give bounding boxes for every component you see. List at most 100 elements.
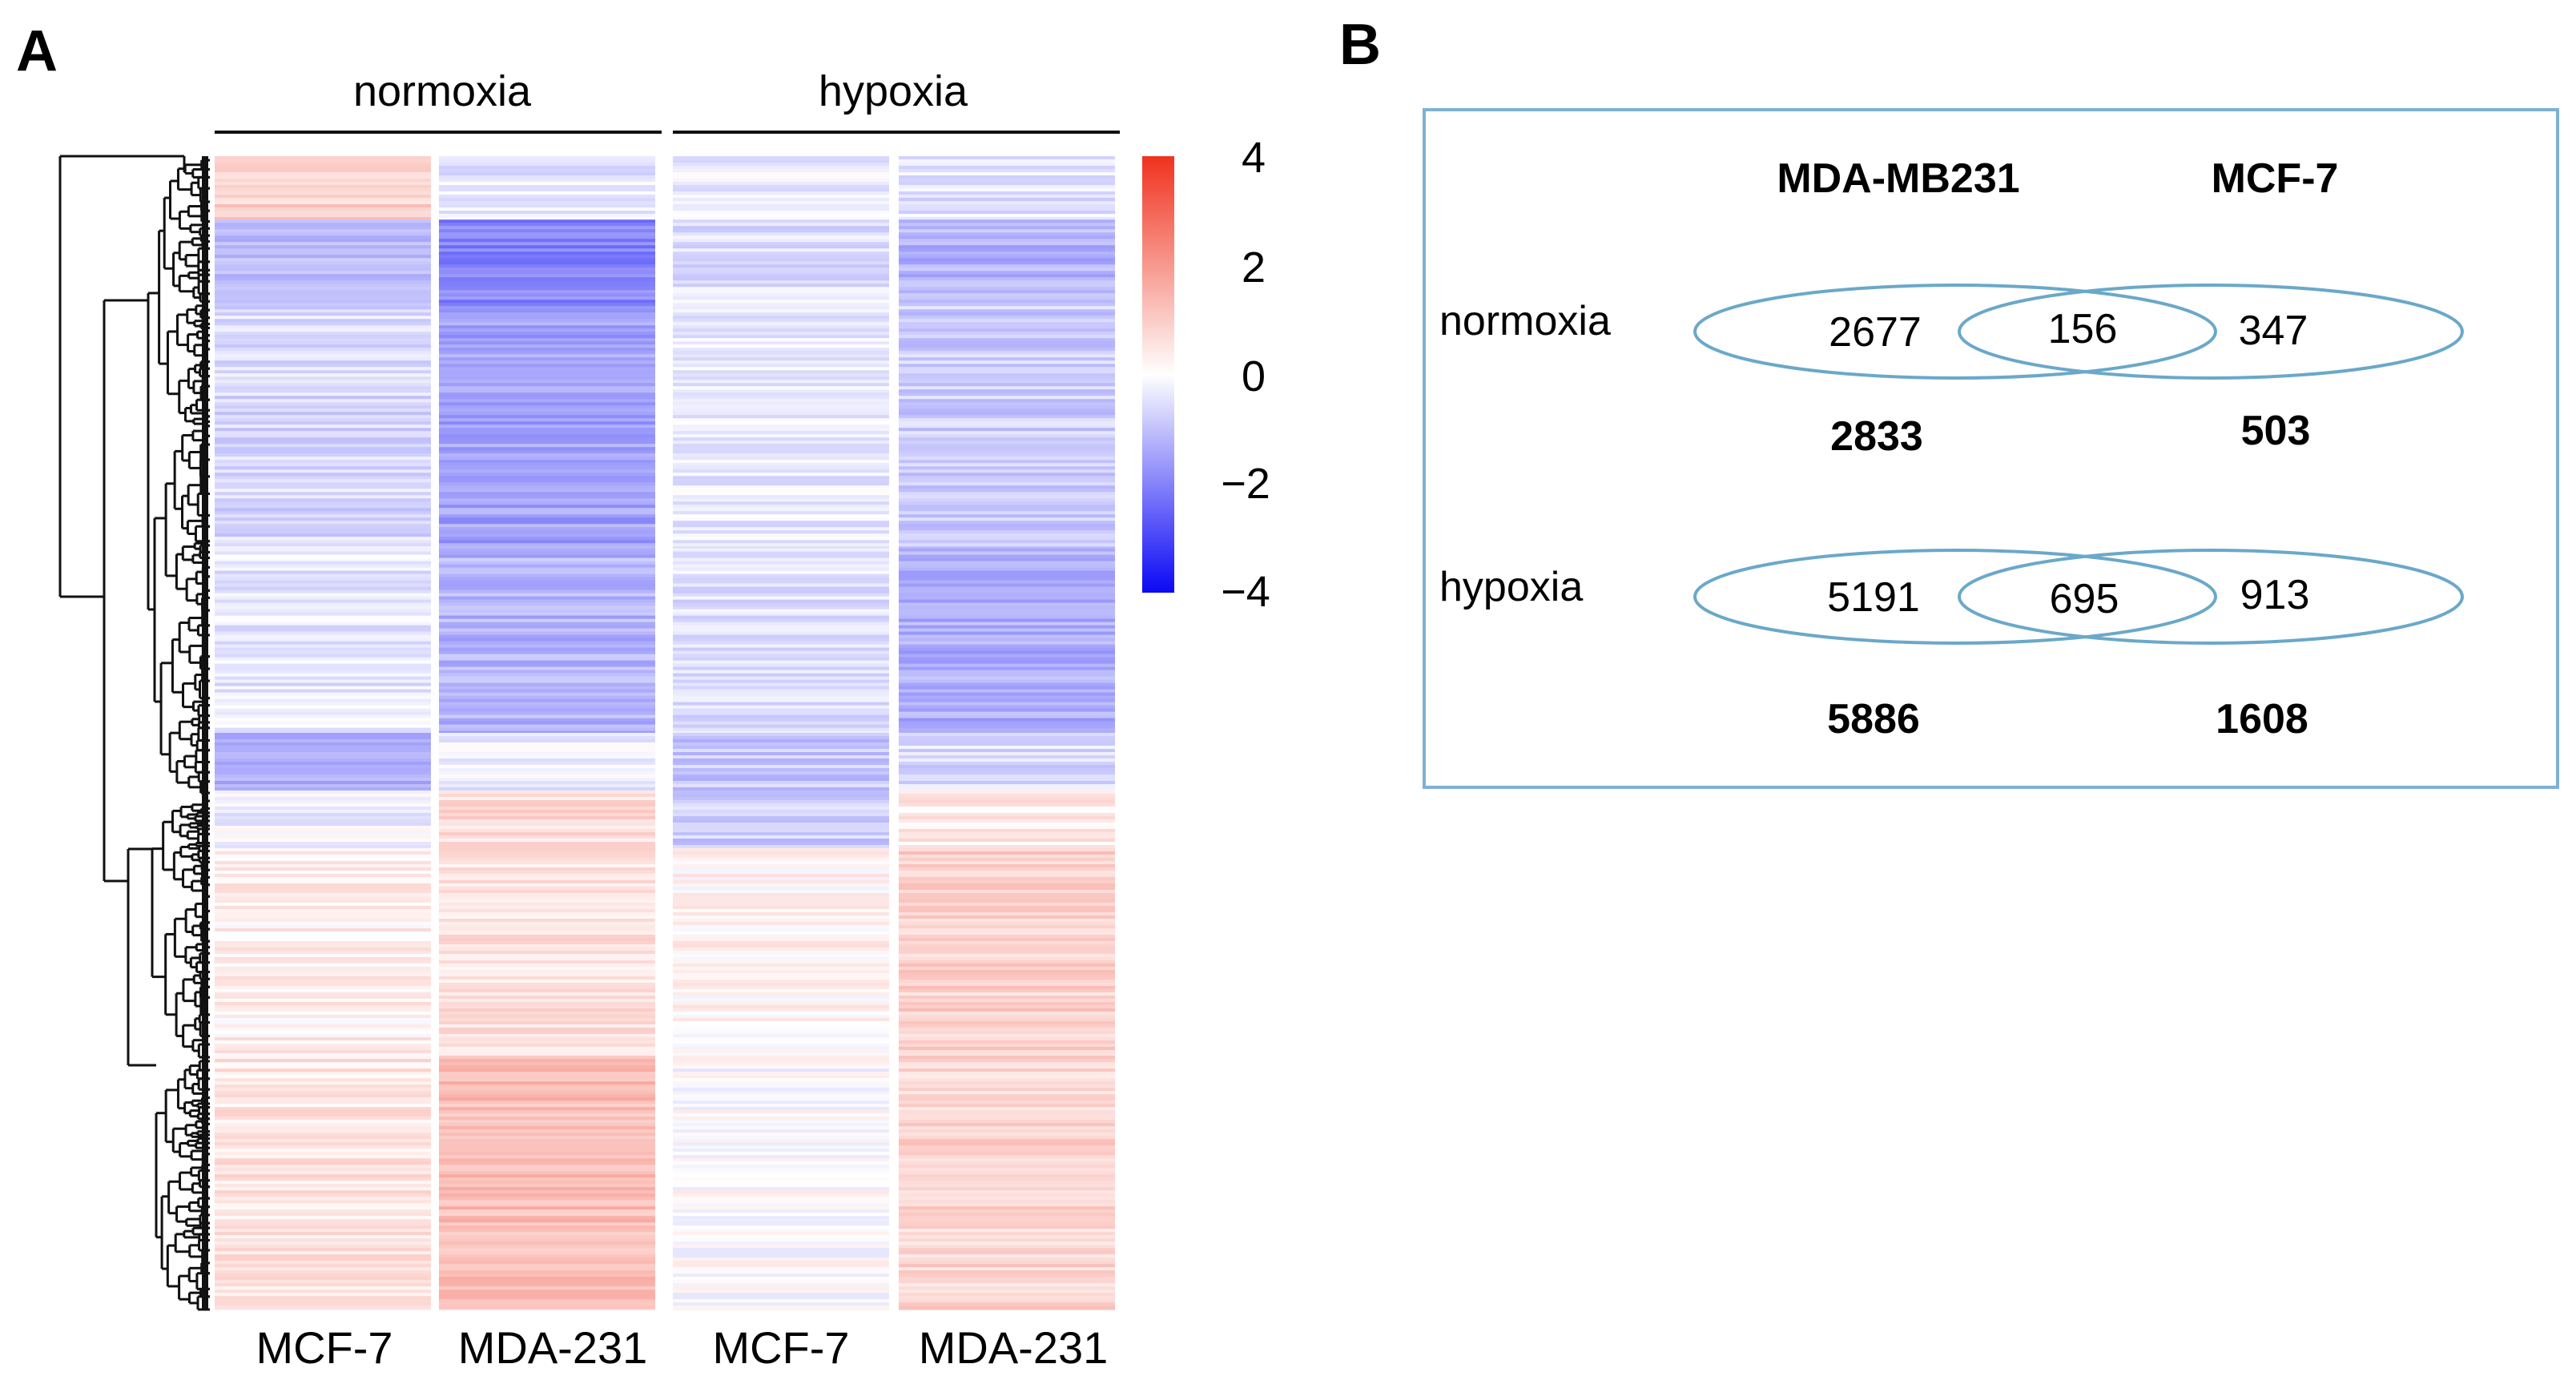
heatmap-cell: [215, 573, 431, 578]
heatmap-cell: [215, 842, 431, 846]
heatmap-cell: [673, 309, 889, 313]
heatmap-cell: [439, 1116, 655, 1120]
heatmap-cell: [215, 829, 431, 833]
heatmap-cell: [215, 909, 431, 913]
heatmap-cell: [899, 463, 1115, 467]
heatmap-cell: [673, 912, 889, 916]
heatmap-cell: [215, 771, 431, 775]
heatmap-cell: [899, 290, 1115, 294]
heatmap-cell: [439, 242, 655, 246]
heatmap-cell: [899, 989, 1115, 993]
heatmap-cell: [215, 1031, 431, 1035]
heatmap-cell: [673, 1251, 889, 1255]
heatmap-cell: [215, 1005, 431, 1009]
heatmap-cell: [439, 871, 655, 875]
heatmap-cell: [673, 794, 889, 798]
heatmap-cell: [215, 1306, 431, 1310]
heatmap-cell: [673, 163, 889, 167]
heatmap-cell: [673, 733, 889, 737]
heatmap-cell: [673, 976, 889, 980]
heatmap-cell: [899, 1002, 1115, 1006]
heatmap-cell: [215, 1209, 431, 1213]
heatmap-cell: [215, 890, 431, 894]
heatmap-cell: [899, 686, 1115, 690]
heatmap-cell: [899, 306, 1115, 310]
heatmap-cell: [439, 274, 655, 278]
heatmap-cell: [899, 268, 1115, 272]
heatmap-cell: [215, 628, 431, 633]
heatmap-cell: [215, 951, 431, 955]
heatmap-cell: [439, 628, 655, 633]
heatmap-cell: [439, 1053, 655, 1056]
heatmap-cell: [899, 1299, 1115, 1303]
heatmap-cell: [439, 466, 655, 470]
heatmap-cell: [899, 928, 1115, 932]
heatmap-cell: [439, 264, 655, 268]
heatmap-cell: [215, 341, 431, 345]
heatmap-cell: [899, 638, 1115, 642]
heatmap-cell: [439, 1145, 655, 1149]
heatmap-cell: [215, 992, 431, 996]
heatmap-cell: [215, 964, 431, 968]
heatmap-cell: [899, 938, 1115, 942]
heatmap-cell: [899, 185, 1115, 189]
heatmap-cell: [439, 1072, 655, 1076]
heatmap-cell: [899, 887, 1115, 891]
heatmap-cell: [215, 1097, 431, 1101]
heatmap-cell: [899, 1187, 1115, 1191]
heatmap-cell: [673, 752, 889, 756]
heatmap-cell: [673, 1257, 889, 1261]
heatmap-cell: [215, 1248, 431, 1252]
heatmap-cell: [673, 871, 889, 875]
heatmap-cell: [673, 890, 889, 894]
heatmap-cell: [439, 537, 655, 541]
heatmap-cell: [439, 702, 655, 706]
heatmap-cell: [215, 922, 431, 926]
heatmap-cell: [215, 883, 431, 887]
heatmap-cell: [215, 312, 431, 316]
heatmap-cell: [439, 1002, 655, 1006]
heatmap-cell: [215, 1120, 431, 1124]
heatmap-cell: [215, 580, 431, 585]
heatmap-cell: [673, 370, 889, 374]
heatmap-cell: [439, 373, 655, 377]
heatmap-cell: [673, 1075, 889, 1079]
heatmap-cell: [439, 784, 655, 788]
heatmap-cell: [899, 768, 1115, 772]
heatmap-cell: [899, 316, 1115, 320]
heatmap-cell: [899, 593, 1115, 597]
heatmap-cell: [899, 625, 1115, 630]
heatmap-cell: [215, 602, 431, 607]
heatmap-cell: [899, 1031, 1115, 1035]
heatmap-cell: [899, 482, 1115, 486]
heatmap-cell: [673, 1028, 889, 1032]
heatmap-cell: [673, 312, 889, 316]
heatmap-cell: [215, 912, 431, 916]
heatmap-cell: [899, 485, 1115, 489]
heatmap-cell: [439, 258, 655, 262]
heatmap-cell: [439, 1213, 655, 1217]
heatmap-cell: [439, 609, 655, 614]
heatmap-cell: [215, 609, 431, 614]
heatmap-cell: [899, 163, 1115, 167]
heatmap-cell: [673, 399, 889, 403]
heatmap-cell: [439, 915, 655, 919]
heatmap-cell: [215, 1012, 431, 1016]
heatmap-cell: [899, 1100, 1115, 1104]
heatmap-cell: [899, 328, 1115, 332]
heatmap-cell: [899, 242, 1115, 246]
heatmap-cell: [439, 686, 655, 690]
heatmap-cell: [215, 431, 431, 435]
heatmap-cell: [215, 819, 431, 823]
heatmap-cell: [215, 954, 431, 958]
heatmap-cell: [899, 1139, 1115, 1143]
heatmap-cell: [439, 1034, 655, 1038]
heatmap-cell: [673, 679, 889, 684]
heatmap-cell: [439, 191, 655, 195]
heatmap-cell: [215, 287, 431, 291]
heatmap-cell: [899, 1088, 1115, 1092]
heatmap-cell: [899, 944, 1115, 948]
heatmap-cell: [439, 351, 655, 355]
heatmap-cell: [673, 557, 889, 562]
heatmap-cell: [899, 434, 1115, 438]
